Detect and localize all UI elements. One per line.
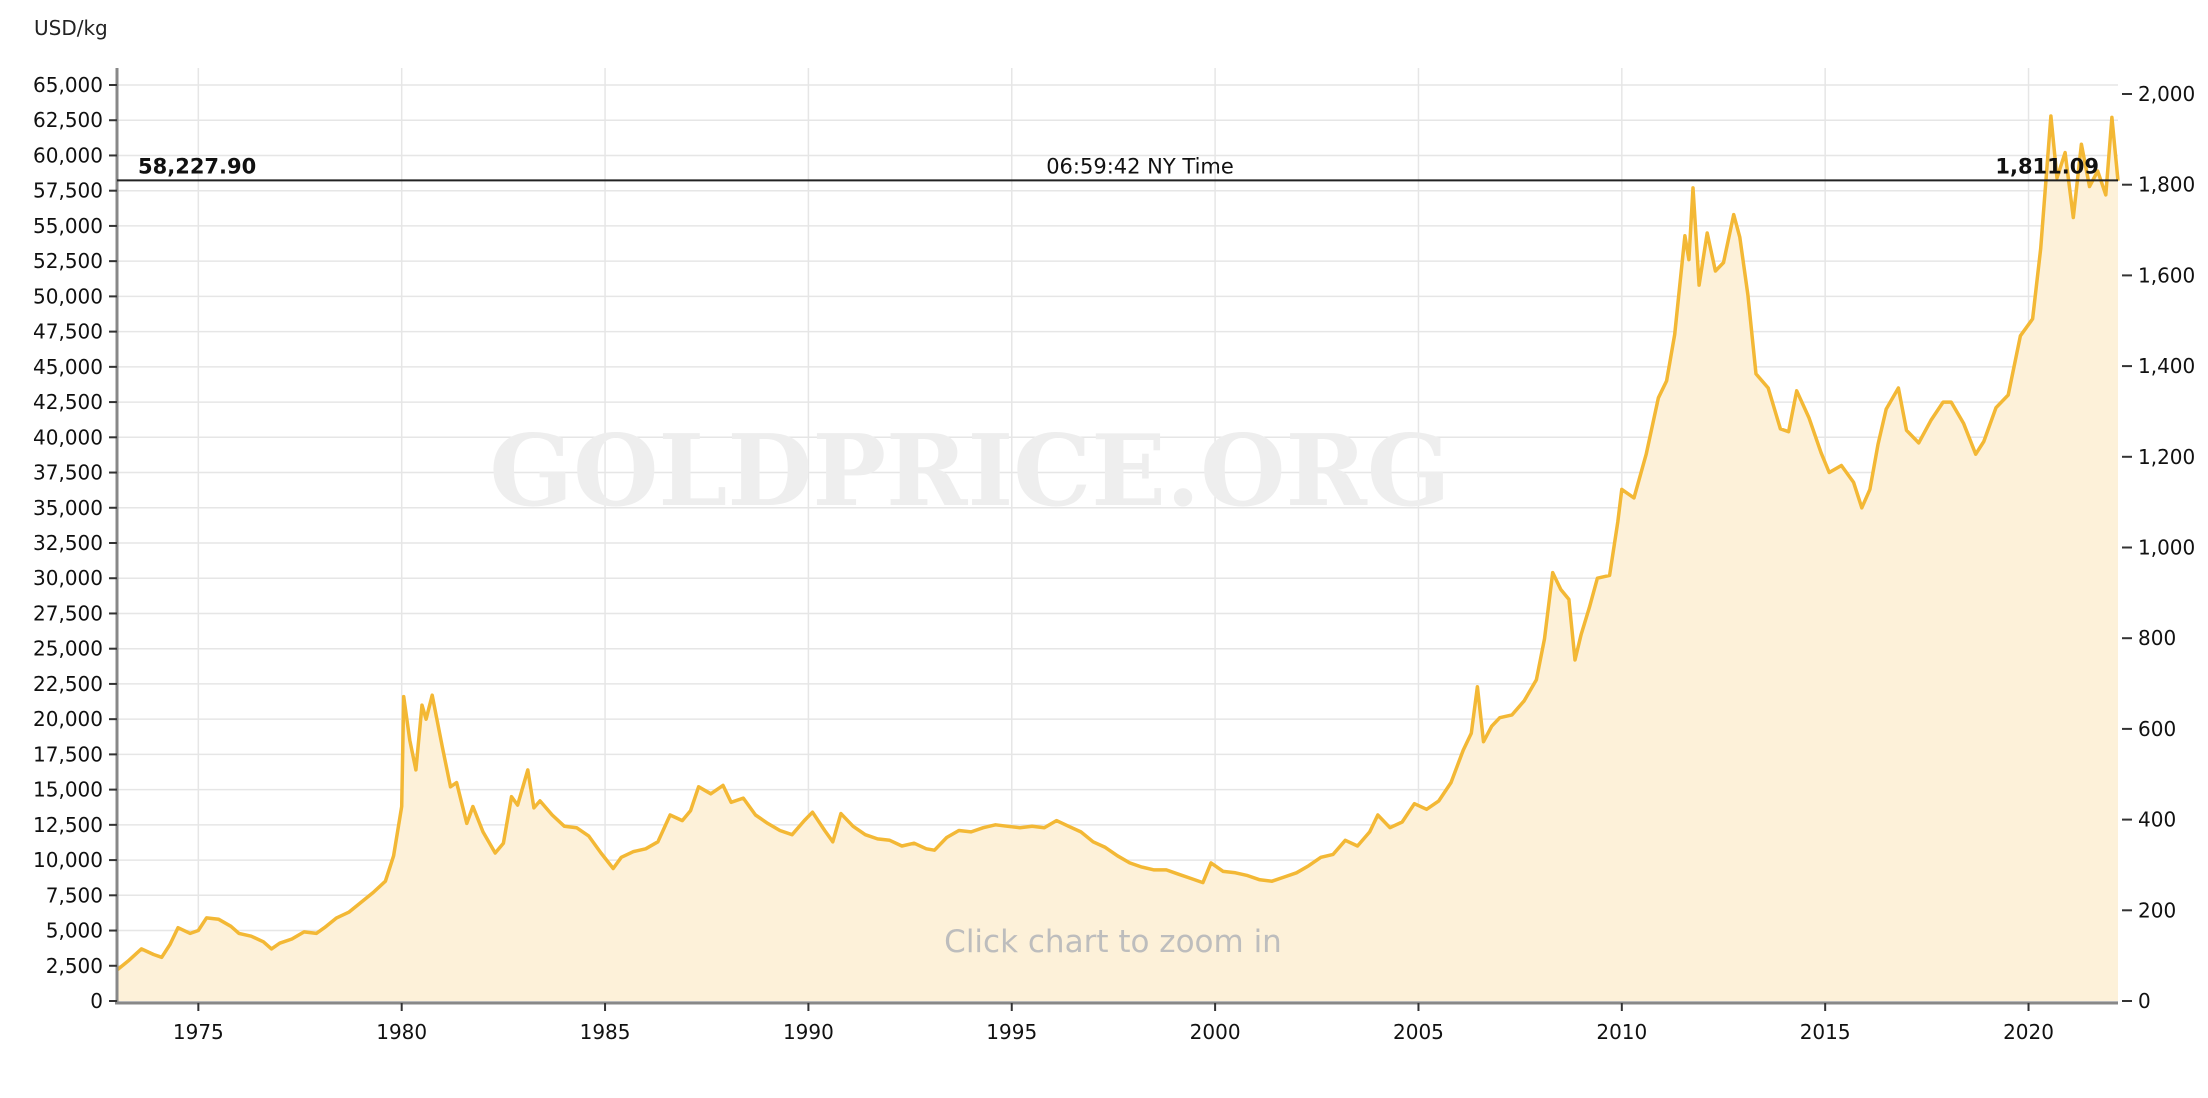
left-tick-label: 52,500 xyxy=(33,249,103,273)
left-tick-label: 50,000 xyxy=(33,284,103,308)
left-tick-label: 40,000 xyxy=(33,425,103,449)
x-tick-label: 2005 xyxy=(1393,1020,1444,1044)
right-tick-label: 1,600 xyxy=(2138,263,2195,287)
left-tick-label: 60,000 xyxy=(33,143,103,167)
right-tick-label: 400 xyxy=(2138,808,2176,832)
left-tick-label: 22,500 xyxy=(33,672,103,696)
x-axis-ticks: 1975 1980 1985 1990 1995 2000 2005 2010 2015 2020 xyxy=(173,1003,2054,1044)
left-tick-label: 15,000 xyxy=(33,778,103,802)
x-tick-label: 2000 xyxy=(1190,1020,1241,1044)
zoom-hint: Click chart to zoom in xyxy=(944,924,1282,960)
left-tick-label: 5,000 xyxy=(46,919,103,943)
price-area-fill xyxy=(117,116,2118,1001)
axes xyxy=(115,68,2118,1005)
x-tick-label: 2015 xyxy=(1800,1020,1851,1044)
left-tick-label: 0 xyxy=(90,989,103,1013)
left-tick-label: 42,500 xyxy=(33,390,103,414)
y-axis-unit-label: USD/kg xyxy=(34,16,108,40)
right-tick-label: 0 xyxy=(2138,989,2151,1013)
left-tick-label: 62,500 xyxy=(33,108,103,132)
left-tick-label: 37,500 xyxy=(33,461,103,485)
x-tick-label: 2020 xyxy=(2003,1020,2054,1044)
left-tick-label: 35,000 xyxy=(33,496,103,520)
left-tick-label: 10,000 xyxy=(33,848,103,872)
x-tick-label: 1985 xyxy=(580,1020,631,1044)
left-tick-label: 57,500 xyxy=(33,179,103,203)
left-tick-label: 32,500 xyxy=(33,531,103,555)
crosshair-left-value: 58,227.90 xyxy=(138,154,256,178)
left-tick-label: 27,500 xyxy=(33,601,103,625)
x-tick-label: 1990 xyxy=(783,1020,834,1044)
crosshair-time: 06:59:42 NY Time xyxy=(1046,154,1234,178)
price-line xyxy=(115,114,2120,972)
left-tick-label: 17,500 xyxy=(33,742,103,766)
x-tick-label: 1995 xyxy=(986,1020,1037,1044)
right-tick-label: 800 xyxy=(2138,626,2176,650)
crosshair-right-value: 1,811.09 xyxy=(1995,154,2099,178)
left-tick-label: 2,500 xyxy=(46,954,103,978)
x-tick-label: 1975 xyxy=(173,1020,224,1044)
left-tick-label: 47,500 xyxy=(33,320,103,344)
left-tick-label: 65,000 xyxy=(33,73,103,97)
x-tick-label: 1980 xyxy=(376,1020,427,1044)
right-tick-label: 1,200 xyxy=(2138,445,2195,469)
x-tick-label: 2010 xyxy=(1596,1020,1647,1044)
left-axis-ticks: 0 2,500 5,000 7,500 10,000 12,500 15,000 17,500… xyxy=(33,73,117,1013)
left-tick-label: 25,000 xyxy=(33,637,103,661)
right-tick-label: 2,000 xyxy=(2138,82,2195,106)
left-tick-label: 12,500 xyxy=(33,813,103,837)
watermark: GOLDPRICE.ORG xyxy=(489,414,1450,529)
right-tick-label: 200 xyxy=(2138,898,2176,922)
price-area xyxy=(115,114,2120,1001)
left-tick-label: 55,000 xyxy=(33,214,103,238)
left-tick-label: 7,500 xyxy=(46,883,103,907)
left-tick-label: 45,000 xyxy=(33,355,103,379)
left-tick-label: 30,000 xyxy=(33,566,103,590)
crosshair: 58,227.90 06:59:42 NY Time 1,811.09 xyxy=(117,154,2118,182)
right-tick-label: 600 xyxy=(2138,717,2176,741)
right-tick-label: 1,400 xyxy=(2138,354,2195,378)
right-tick-label: 1,000 xyxy=(2138,536,2195,560)
right-tick-label: 1,800 xyxy=(2138,173,2195,197)
right-axis-ticks: 0 200 400 600 800 1,000 1,200 1,400 1,600 1,800 2,… xyxy=(2122,82,2195,1013)
left-tick-label: 20,000 xyxy=(33,707,103,731)
